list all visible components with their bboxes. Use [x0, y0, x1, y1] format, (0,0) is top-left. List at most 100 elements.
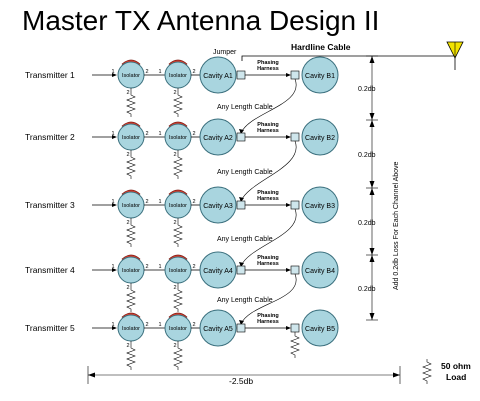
- resistor-icon: [173, 91, 183, 117]
- port-1-label: 1: [158, 131, 161, 137]
- any-length-cable: [240, 273, 297, 325]
- transmitter-row: Transmitter 4 Isolator 1 2 2 Isolator 1 2 2 Cavit…: [25, 251, 339, 325]
- transmitter-label: Transmitter 1: [25, 70, 75, 80]
- cavity-b-icon: Cavity B5: [301, 309, 339, 347]
- port-3-label: 2: [173, 220, 176, 226]
- resistor-icon: [126, 221, 136, 247]
- isolator-icon: Isolator 1 2 2: [158, 121, 196, 179]
- port-1-label: 1: [111, 264, 114, 270]
- cavity-a-icon: Cavity A5: [199, 309, 237, 347]
- port-2-label: 2: [192, 69, 195, 75]
- cavity-a-label: Cavity A3: [203, 203, 233, 210]
- loss-label: 0.2db: [358, 286, 376, 293]
- port-1-label: 1: [111, 322, 114, 328]
- port-1-label: 1: [111, 131, 114, 137]
- connector-icon: [290, 132, 300, 142]
- loss-label: 0.2db: [358, 152, 376, 159]
- phasing-label: Phasing: [257, 255, 278, 261]
- resistor-icon: [173, 153, 183, 179]
- any-length-cable: [240, 208, 297, 267]
- isolator-label: Isolator: [122, 268, 140, 274]
- harness-label: Harness: [257, 319, 279, 325]
- port-2-label: 2: [145, 322, 148, 328]
- isolator-label: Isolator: [169, 326, 187, 332]
- load-ohm-label: 50 ohm: [441, 361, 471, 371]
- connector-icon: [236, 70, 246, 80]
- isolator-icon: Isolator 1 2 2: [111, 121, 149, 179]
- total-loss-dimension: [87, 366, 401, 384]
- cavity-b-label: Cavity B3: [305, 203, 335, 210]
- transmitter-rows: Transmitter 1 Isolator 1 2 2 Isolator 1 2 2 Cavit…: [25, 56, 339, 370]
- transmitter-row: Transmitter 3 Isolator 1 2 2 Isolator 1 2 2 Cavit…: [25, 186, 339, 267]
- cavity-a-label: Cavity A2: [203, 135, 233, 142]
- any-length-cable: [240, 78, 297, 134]
- transmitter-row: Transmitter 5 Isolator 1 2 2 Isolator 1 2 2 Cavit…: [25, 309, 339, 370]
- cavity-b-label: Cavity B4: [305, 268, 335, 275]
- port-1-label: 1: [158, 264, 161, 270]
- port-3-label: 2: [173, 90, 176, 96]
- resistor-icon: [290, 332, 300, 358]
- harness-label: Harness: [257, 128, 279, 134]
- cavity-a-label: Cavity A1: [203, 73, 233, 80]
- load-resistor-icon: [422, 359, 432, 384]
- cavity-a-icon: Cavity A4: [199, 251, 237, 289]
- harness-label: Harness: [257, 261, 279, 267]
- resistor-icon: [173, 344, 183, 370]
- isolator-icon: Isolator 1 2 2: [158, 189, 196, 247]
- loss-label: 0.2db: [358, 86, 376, 93]
- transmitter-label: Transmitter 5: [25, 323, 75, 333]
- add-loss-label: Add 0.2db Loss For Each Channel Above: [393, 161, 400, 290]
- port-3-label: 2: [173, 285, 176, 291]
- harness-label: Harness: [257, 196, 279, 202]
- any-length-cable: [240, 140, 297, 202]
- port-3-label: 2: [126, 220, 129, 226]
- cavity-b-icon: Cavity B2: [301, 118, 339, 156]
- resistor-icon: [126, 91, 136, 117]
- connector-icon: [290, 323, 300, 333]
- connector-icon: [236, 323, 246, 333]
- isolator-label: Isolator: [122, 135, 140, 141]
- isolator-icon: Isolator 1 2 2: [111, 254, 149, 312]
- port-3-label: 2: [126, 90, 129, 96]
- isolator-icon: Isolator 1 2 2: [111, 59, 149, 117]
- isolator-icon: Isolator 1 2 2: [158, 254, 196, 312]
- isolator-label: Isolator: [169, 135, 187, 141]
- transmitter-label: Transmitter 3: [25, 200, 75, 210]
- any-length-label: Any Length Cable: [217, 236, 273, 243]
- phasing-label: Phasing: [257, 60, 278, 66]
- transmitter-label: Transmitter 4: [25, 265, 75, 275]
- cavity-b-icon: Cavity B3: [301, 186, 339, 224]
- cavity-a-label: Cavity A4: [203, 268, 233, 275]
- phasing-label: Phasing: [257, 313, 278, 319]
- cavity-b-label: Cavity B2: [305, 135, 335, 142]
- harness-label: Harness: [257, 66, 279, 72]
- isolator-icon: Isolator 1 2 2: [158, 312, 196, 370]
- transmitter-label: Transmitter 2: [25, 132, 75, 142]
- any-length-label: Any Length Cable: [217, 104, 273, 111]
- port-2-label: 2: [192, 264, 195, 270]
- port-1-label: 1: [111, 199, 114, 205]
- transmitter-row: Transmitter 1 Isolator 1 2 2 Isolator 1 2 2 Cavit…: [25, 56, 339, 134]
- connector-icon: [290, 200, 300, 210]
- any-length-label: Any Length Cable: [217, 169, 273, 176]
- port-2-label: 2: [145, 199, 148, 205]
- cavity-b-icon: Cavity B4: [301, 251, 339, 289]
- load-label: Load: [446, 372, 466, 382]
- jumper-label: Jumper: [213, 49, 237, 56]
- hardline-label: Hardline Cable: [291, 42, 351, 52]
- resistor-icon: [173, 286, 183, 312]
- loss-dimensions: 0.2db 0.2db 0.2db 0.2db: [358, 55, 378, 321]
- port-3-label: 2: [173, 343, 176, 349]
- resistor-icon: [126, 153, 136, 179]
- cavity-a-icon: Cavity A2: [199, 118, 237, 156]
- connector-icon: [236, 200, 246, 210]
- isolator-label: Isolator: [169, 268, 187, 274]
- port-2-label: 2: [192, 322, 195, 328]
- cavity-b-icon: Cavity B1: [301, 56, 339, 94]
- connector-icon: [236, 265, 246, 275]
- port-1-label: 1: [158, 199, 161, 205]
- port-3-label: 2: [126, 152, 129, 158]
- isolator-label: Isolator: [122, 73, 140, 79]
- cavity-b-label: Cavity B5: [305, 326, 335, 333]
